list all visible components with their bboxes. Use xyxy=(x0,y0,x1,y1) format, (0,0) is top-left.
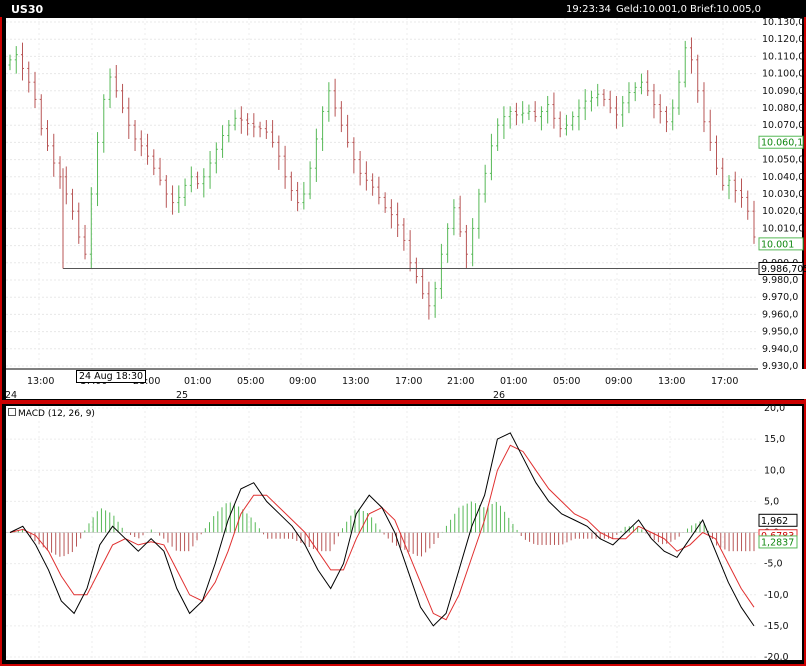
macd-y-tick-label: 15,0 xyxy=(764,434,785,445)
macd-value-tag: 1,962 xyxy=(761,516,788,527)
upper-price-tag-box xyxy=(758,135,804,149)
time-tooltip: 24 Aug 18:30 xyxy=(76,370,147,383)
macd-label: MACD (12, 26, 9) xyxy=(18,409,95,419)
level-price-tag-box xyxy=(758,261,804,275)
x-tick-label: 17:00 xyxy=(711,376,738,387)
y-tick-label: 10.050,0 xyxy=(762,155,804,166)
macd-y-tick-label: -15,0 xyxy=(764,621,789,632)
level-price-tag: 9.986,705 xyxy=(761,264,806,275)
day-label: 24 xyxy=(5,390,17,401)
macd-chart[interactable]: 20,015,010,05,00,0-5,0-10,0-15,0-20,01,9… xyxy=(0,402,806,666)
macd-y-tick-label: 10,0 xyxy=(764,465,785,476)
macd-y-tick-label: 5,0 xyxy=(764,496,779,507)
day-label: 25 xyxy=(176,390,188,401)
histogram-value-tag: 1,2837 xyxy=(761,537,794,548)
x-tick-label: 21:00 xyxy=(447,376,474,387)
macd-y-tick-label: -20,0 xyxy=(764,652,789,663)
y-tick-label: 9.940,0 xyxy=(762,344,798,355)
x-tick-label: 01:00 xyxy=(184,376,211,387)
upper-price-tag: 10.060,1 xyxy=(761,138,803,149)
title-bar xyxy=(0,0,806,17)
macd-y-tick-label: 20,0 xyxy=(764,403,785,414)
clock-time: 19:23:34 xyxy=(566,4,611,15)
histogram-value-tag-box xyxy=(758,535,798,549)
y-tick-label: 9.960,0 xyxy=(762,309,798,320)
x-tick-label: 13:00 xyxy=(658,376,685,387)
y-tick-label: 10.040,0 xyxy=(762,172,804,183)
x-tick-label: 01:00 xyxy=(500,376,527,387)
y-tick-label: 10.080,0 xyxy=(762,103,804,114)
x-tick-label: 05:00 xyxy=(553,376,580,387)
bid-price: Geld:10.001,0 xyxy=(616,4,687,15)
y-tick-label: 10.120,0 xyxy=(762,34,804,45)
y-axis-panel xyxy=(758,18,802,369)
current-price-tag-box xyxy=(758,237,804,251)
y-tick-label: 10.010,0 xyxy=(762,223,804,234)
y-tick-label: 10.020,0 xyxy=(762,206,804,217)
x-tick-label: 13:00 xyxy=(27,376,54,387)
x-tick-label: 09:00 xyxy=(289,376,316,387)
y-tick-label: 10.130,0 xyxy=(762,17,804,28)
y-tick-label: 10.090,0 xyxy=(762,86,804,97)
y-tick-label: 10.100,0 xyxy=(762,69,804,80)
x-tick-label: 09:00 xyxy=(605,376,632,387)
macd-value-tag-box xyxy=(758,513,798,527)
macd-y-tick-label: -10,0 xyxy=(764,590,789,601)
x-tick-label: 05:00 xyxy=(237,376,264,387)
macd-close-icon[interactable] xyxy=(8,408,16,416)
day-label: 26 xyxy=(493,390,505,401)
x-tick-label: 21:00 xyxy=(133,376,160,387)
y-tick-label: 9.950,0 xyxy=(762,327,798,338)
symbol-title: US30 xyxy=(11,3,44,16)
y-tick-label: 9.980,0 xyxy=(762,275,798,286)
ask-price: Brief:10.005,0 xyxy=(690,4,761,15)
y-tick-label: 10.110,0 xyxy=(762,51,804,62)
current-price-tag: 10.001 xyxy=(761,239,794,250)
y-tick-label: 10.070,0 xyxy=(762,120,804,131)
x-tick-label: 17:00 xyxy=(395,376,422,387)
y-tick-label: 9.970,0 xyxy=(762,292,798,303)
y-tick-label: 9.930,0 xyxy=(762,361,798,372)
x-tick-label: 13:00 xyxy=(342,376,369,387)
macd-legend: MACD (12, 26, 9) xyxy=(8,408,95,419)
macd-y-tick-label: -5,0 xyxy=(764,559,783,570)
macd-line xyxy=(9,432,755,627)
price-chart[interactable]: 10.130,0 10.120,0 10.110,0 10.100,0 10.090,0… xyxy=(0,0,806,402)
y-tick-label: 10.030,0 xyxy=(762,189,804,200)
